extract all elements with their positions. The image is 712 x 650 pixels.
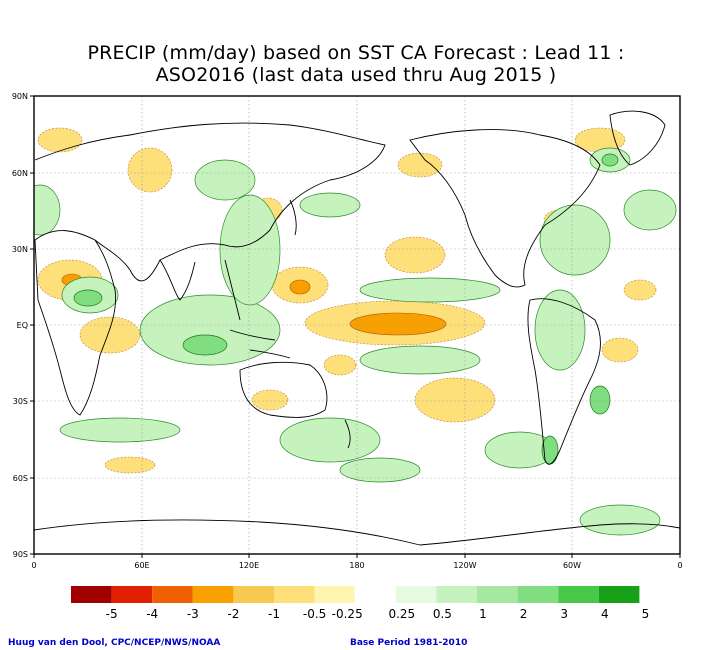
lat-label: 30S bbox=[13, 397, 28, 406]
lon-label: 0 bbox=[31, 561, 36, 570]
anomaly-field bbox=[34, 96, 680, 554]
lat-label: 90N bbox=[12, 92, 28, 101]
legend-label: 4 bbox=[601, 607, 609, 621]
lat-label: 90S bbox=[13, 550, 28, 559]
lon-label: 60W bbox=[563, 561, 581, 570]
legend-label: -1 bbox=[268, 607, 280, 621]
wet-region-indian-ocean bbox=[139, 294, 281, 366]
lon-label: 180 bbox=[349, 561, 364, 570]
legend-label: 5 bbox=[642, 607, 650, 621]
lon-label: 120E bbox=[239, 561, 259, 570]
legend-swatch bbox=[152, 586, 193, 603]
legend-label: 0.25 bbox=[388, 607, 415, 621]
legend-swatch bbox=[71, 586, 112, 603]
lon-label: 120W bbox=[453, 561, 476, 570]
legend-label: 1 bbox=[479, 607, 487, 621]
legend-label: -3 bbox=[187, 607, 199, 621]
legend-label: -4 bbox=[146, 607, 158, 621]
axis-ticks bbox=[30, 95, 681, 558]
legend-swatch bbox=[354, 585, 397, 604]
strong-dry-core bbox=[61, 273, 447, 336]
legend-swatch bbox=[111, 586, 153, 603]
wet-anomaly-regions bbox=[34, 147, 677, 536]
lat-label: 30N bbox=[12, 245, 28, 254]
legend-label: -2 bbox=[227, 607, 239, 621]
author-credit: Huug van den Dool, CPC/NCEP/NWS/NOAA bbox=[8, 638, 221, 648]
legend-swatch bbox=[436, 586, 477, 603]
legend-swatch bbox=[598, 586, 640, 603]
legend-label: -0.5 bbox=[303, 607, 326, 621]
graticule bbox=[34, 96, 680, 554]
base-period-note: Base Period 1981-2010 bbox=[350, 638, 468, 648]
legend-swatch bbox=[477, 586, 518, 603]
strong-wet-core bbox=[73, 153, 619, 465]
legend-label: 2 bbox=[520, 607, 528, 621]
legend-swatch bbox=[558, 586, 599, 603]
lat-label: 60S bbox=[13, 474, 28, 483]
legend-label: -5 bbox=[106, 607, 118, 621]
legend-swatch bbox=[233, 586, 274, 603]
legend-swatch bbox=[395, 586, 437, 603]
map-title-line-1: PRECIP (mm/day) based on SST CA Forecast… bbox=[87, 42, 625, 64]
latitude-labels: 90N 60N 30N EQ 30S 60S 90S bbox=[12, 92, 28, 559]
lat-label: 60N bbox=[12, 169, 28, 178]
legend-swatch bbox=[314, 586, 356, 603]
lat-label: EQ bbox=[17, 321, 28, 330]
legend-swatch bbox=[517, 586, 559, 603]
legend-label: 0.5 bbox=[433, 607, 452, 621]
lon-label: 60E bbox=[134, 561, 149, 570]
coastlines bbox=[34, 110, 680, 546]
lon-label: 0 bbox=[677, 561, 682, 570]
color-legend: -5 -4 -3 -2 -1 -0.5 -0.25 0.25 0.5 1 2 3 4 5 bbox=[71, 585, 650, 621]
legend-swatch bbox=[274, 586, 315, 603]
legend-label: 3 bbox=[560, 607, 568, 621]
map-title-line-2: ASO2016 (last data used thru Aug 2015 ) bbox=[155, 64, 557, 86]
legend-swatch bbox=[192, 586, 234, 603]
legend-label: -0.25 bbox=[332, 607, 363, 621]
longitude-labels: 0 60E 120E 180 120W 60W 0 bbox=[31, 561, 682, 570]
